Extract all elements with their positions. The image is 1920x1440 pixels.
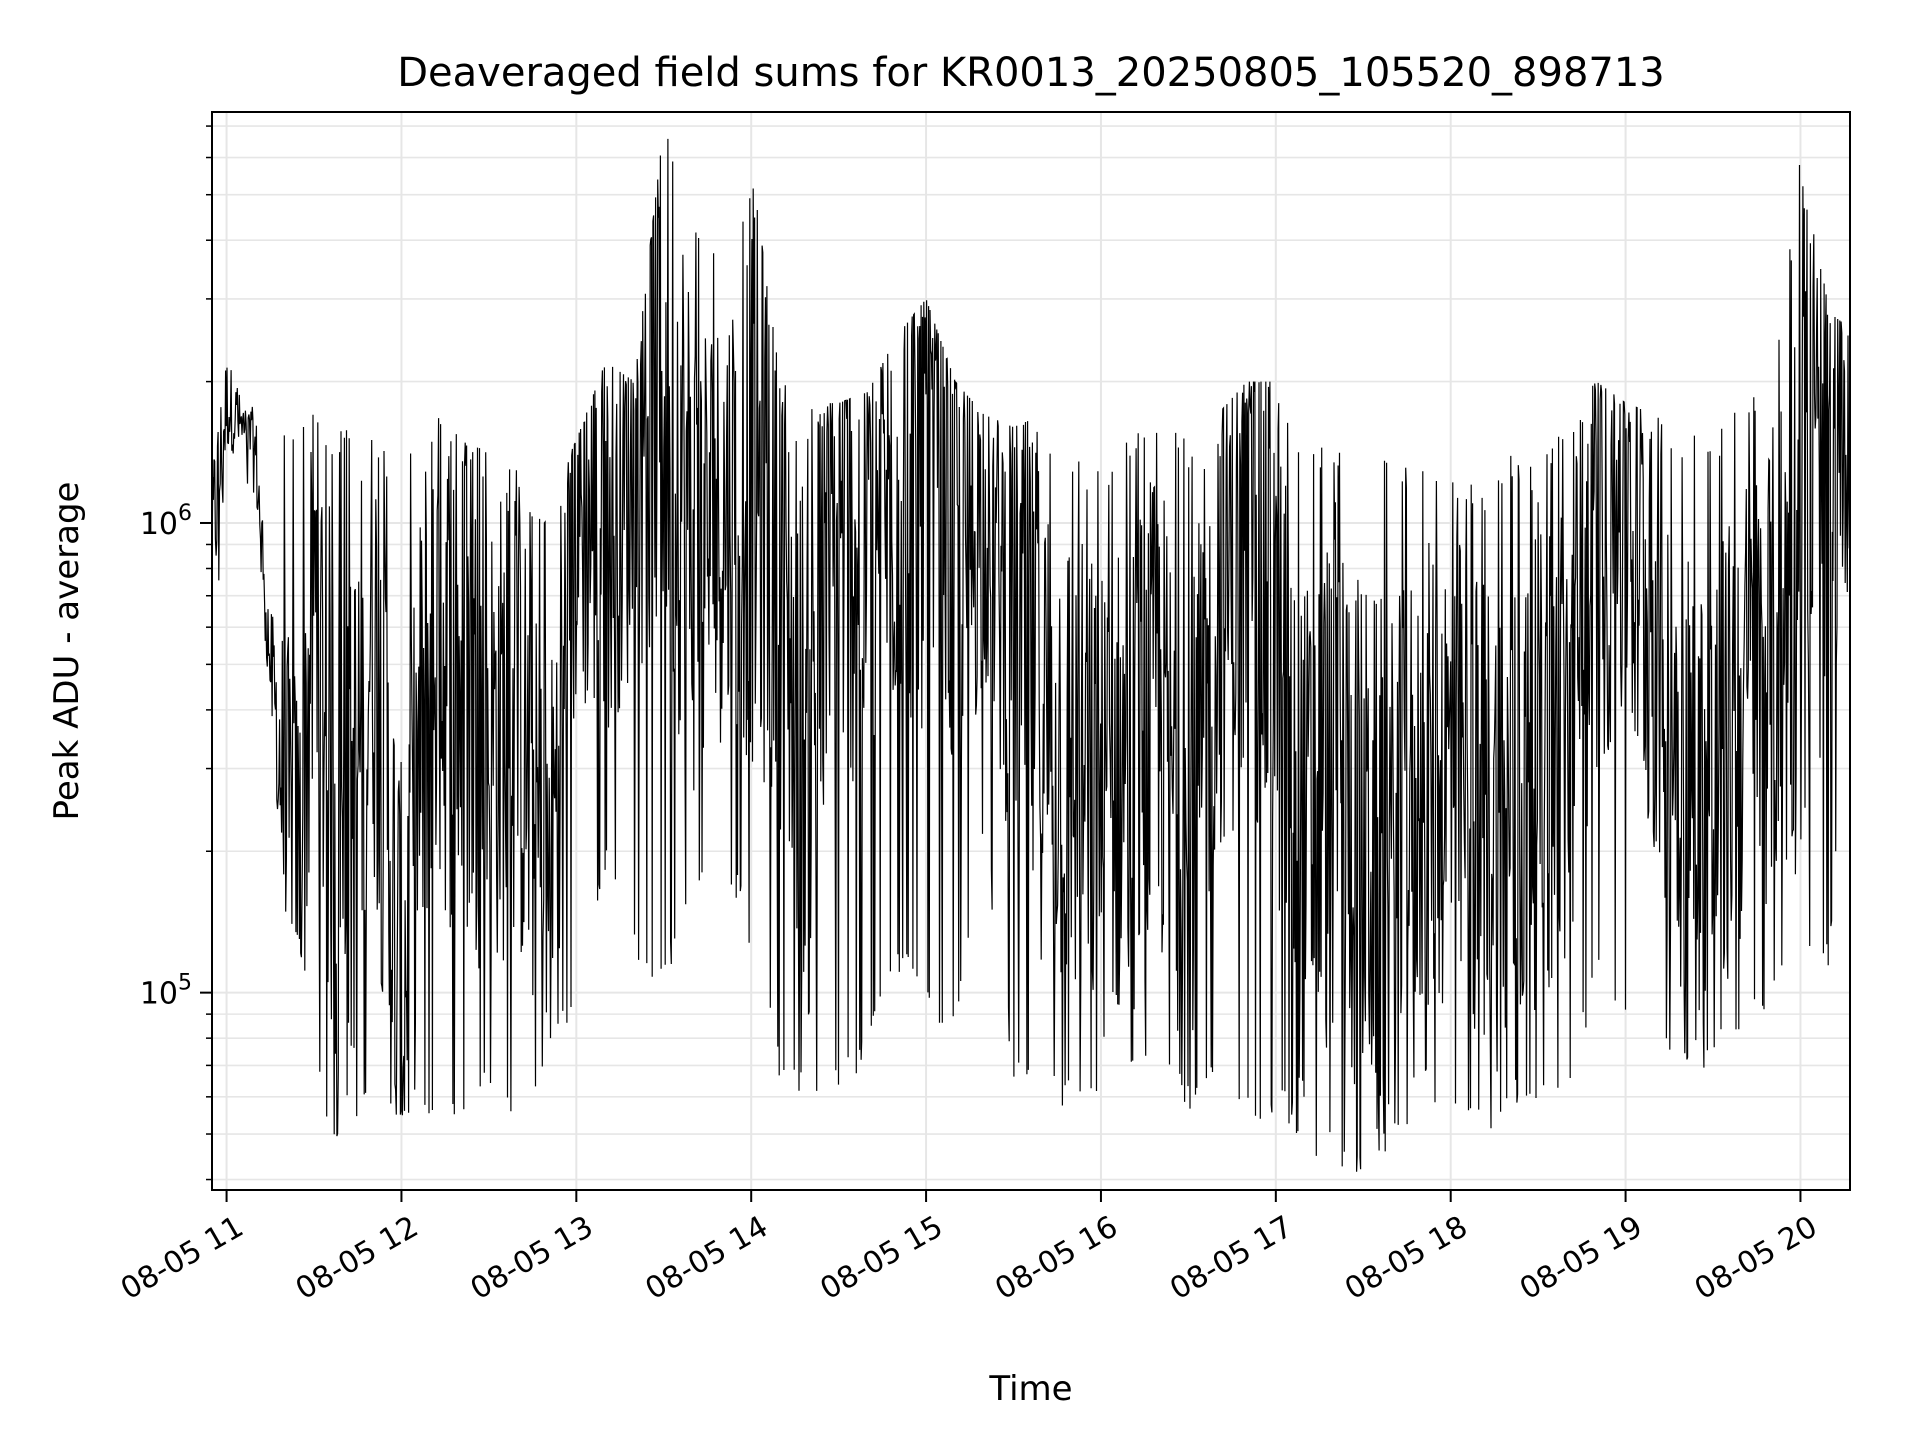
- y-axis-label: Peak ADU - average: [47, 482, 87, 821]
- x-axis-label: Time: [988, 1369, 1072, 1409]
- y-tick-label: 105: [140, 971, 192, 1012]
- y-tick-label-base: 10: [140, 977, 178, 1012]
- y-tick-label: 106: [140, 501, 192, 542]
- y-tick-label-base: 10: [140, 507, 178, 542]
- y-tick-label-exp: 5: [178, 971, 192, 996]
- y-tick-label-exp: 6: [178, 501, 192, 526]
- plot-frame: [211, 111, 1851, 1191]
- chart-title: Deaveraged field sums for KR0013_2025080…: [397, 50, 1665, 96]
- series-line: [211, 138, 1851, 1172]
